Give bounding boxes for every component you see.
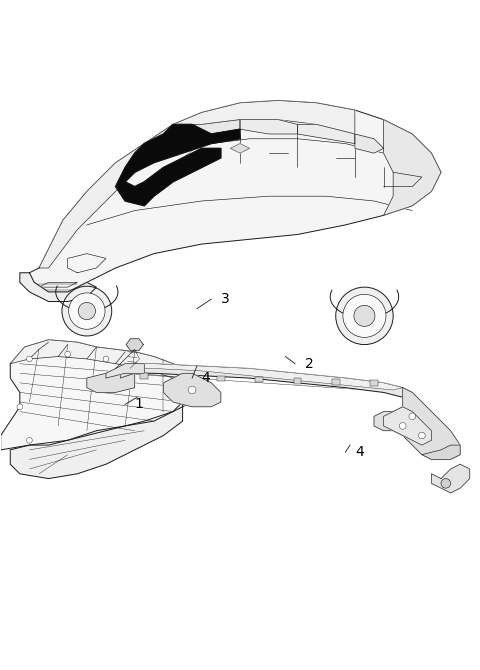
Polygon shape: [120, 364, 403, 390]
Polygon shape: [0, 340, 202, 450]
Polygon shape: [126, 339, 144, 350]
Polygon shape: [298, 125, 355, 143]
Polygon shape: [10, 402, 182, 478]
Polygon shape: [29, 100, 441, 292]
Polygon shape: [230, 143, 250, 153]
Circle shape: [354, 306, 375, 326]
Text: 2: 2: [305, 356, 313, 371]
Polygon shape: [422, 445, 460, 460]
Bar: [255, 377, 263, 383]
Bar: [370, 380, 378, 386]
Bar: [141, 373, 148, 379]
Circle shape: [17, 404, 23, 409]
Text: 1: 1: [135, 397, 144, 411]
Polygon shape: [240, 120, 298, 134]
Bar: [217, 376, 225, 381]
Bar: [294, 378, 301, 384]
Polygon shape: [68, 254, 106, 273]
Polygon shape: [39, 125, 192, 268]
Circle shape: [409, 413, 416, 419]
Text: 4: 4: [355, 446, 364, 459]
Polygon shape: [163, 373, 221, 407]
Circle shape: [69, 293, 105, 329]
Circle shape: [336, 287, 393, 344]
Polygon shape: [106, 364, 144, 378]
Polygon shape: [87, 369, 135, 393]
Circle shape: [62, 286, 112, 336]
Circle shape: [441, 478, 451, 488]
Bar: [179, 375, 186, 380]
Circle shape: [103, 356, 109, 362]
Circle shape: [399, 423, 406, 429]
Circle shape: [78, 302, 96, 320]
Circle shape: [419, 432, 425, 439]
Circle shape: [26, 438, 32, 443]
Polygon shape: [355, 134, 384, 153]
Circle shape: [188, 386, 196, 394]
Polygon shape: [173, 100, 355, 134]
Polygon shape: [173, 120, 240, 139]
Polygon shape: [10, 340, 192, 378]
Polygon shape: [374, 388, 460, 460]
Circle shape: [343, 294, 386, 338]
Polygon shape: [432, 464, 470, 493]
Circle shape: [65, 351, 71, 357]
Polygon shape: [384, 407, 432, 445]
Text: 3: 3: [221, 292, 229, 306]
Polygon shape: [20, 273, 96, 302]
Polygon shape: [384, 120, 441, 215]
Polygon shape: [120, 364, 412, 397]
Bar: [332, 379, 339, 385]
Circle shape: [26, 356, 32, 362]
Text: 4: 4: [202, 371, 210, 385]
Polygon shape: [116, 125, 240, 206]
